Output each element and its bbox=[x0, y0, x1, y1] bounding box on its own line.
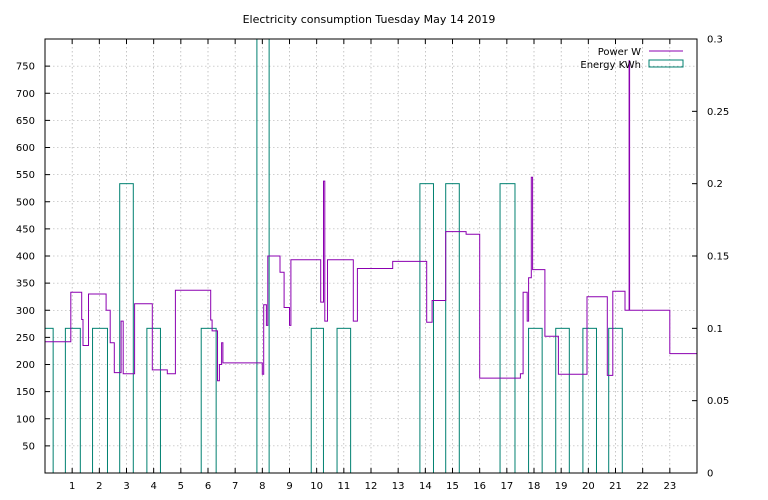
y-tick-label: 50 bbox=[22, 441, 35, 452]
y2-tick-label: 0.1 bbox=[707, 324, 723, 335]
x-tick-label: 23 bbox=[663, 481, 676, 492]
x-tick-label: 14 bbox=[419, 481, 432, 492]
x-tick-label: 3 bbox=[123, 481, 129, 492]
y2-tick-label: 0 bbox=[707, 469, 713, 480]
x-tick-label: 16 bbox=[473, 481, 486, 492]
x-tick-label: 4 bbox=[150, 481, 156, 492]
energy-bar bbox=[92, 327, 108, 474]
y-axis-right: 0 0.05 0.1 0.15 0.2 0.25 0.3 bbox=[692, 35, 729, 480]
y2-tick-label: 0.15 bbox=[707, 252, 729, 263]
x-axis: 1 2 3 4 5 6 7 8 9 10 11 12 13 14 15 16 17 18 19 20 21 22 23 bbox=[69, 39, 676, 492]
y-tick-label: 350 bbox=[16, 279, 35, 290]
energy-bar bbox=[528, 327, 543, 474]
x-tick-label: 11 bbox=[337, 481, 350, 492]
x-tick-label: 22 bbox=[636, 481, 649, 492]
y-tick-label: 400 bbox=[16, 252, 35, 263]
power-line-group bbox=[45, 60, 697, 382]
energy-bar bbox=[419, 183, 434, 474]
legend-swatch-energy bbox=[648, 59, 684, 68]
y2-tick-label: 0.05 bbox=[707, 396, 729, 407]
y-tick-label: 700 bbox=[16, 89, 35, 100]
y-tick-label: 100 bbox=[16, 414, 35, 425]
x-tick-label: 20 bbox=[582, 481, 595, 492]
y-tick-label: 650 bbox=[16, 116, 35, 127]
legend-label-power: Power W bbox=[598, 47, 641, 58]
y-tick-label: 150 bbox=[16, 387, 35, 398]
energy-bar bbox=[499, 183, 516, 474]
x-tick-label: 17 bbox=[500, 481, 513, 492]
y-tick-label: 600 bbox=[16, 143, 35, 154]
x-tick-label: 6 bbox=[205, 481, 211, 492]
y-tick-label: 550 bbox=[16, 170, 35, 181]
x-tick-label: 13 bbox=[392, 481, 405, 492]
x-tick-label: 2 bbox=[96, 481, 102, 492]
energy-bar bbox=[256, 38, 270, 474]
y-tick-label: 200 bbox=[16, 360, 35, 371]
x-tick-label: 8 bbox=[259, 481, 265, 492]
y-tick-label: 750 bbox=[16, 62, 35, 73]
energy-bar bbox=[200, 327, 217, 474]
x-tick-label: 1 bbox=[69, 481, 75, 492]
y-tick-label: 250 bbox=[16, 333, 35, 344]
y2-tick-label: 0.2 bbox=[707, 179, 723, 190]
x-tick-label: 18 bbox=[528, 481, 541, 492]
x-tick-label: 15 bbox=[446, 481, 459, 492]
x-tick-label: 5 bbox=[178, 481, 184, 492]
legend: Power W Energy KWh bbox=[580, 47, 684, 71]
y-tick-label: 500 bbox=[16, 197, 35, 208]
energy-bar bbox=[582, 327, 597, 474]
energy-bar bbox=[310, 327, 324, 474]
x-tick-label: 9 bbox=[286, 481, 292, 492]
legend-label-energy: Energy KWh bbox=[580, 60, 641, 71]
power-series-line bbox=[45, 60, 697, 382]
y2-tick-label: 0.3 bbox=[707, 35, 723, 46]
y-tick-label: 300 bbox=[16, 306, 35, 317]
x-tick-label: 7 bbox=[232, 481, 238, 492]
x-tick-label: 10 bbox=[310, 481, 323, 492]
y-tick-label: 450 bbox=[16, 224, 35, 235]
y2-tick-label: 0.25 bbox=[707, 107, 729, 118]
x-tick-label: 21 bbox=[609, 481, 622, 492]
chart-title: Electricity consumption Tuesday May 14 2… bbox=[243, 13, 496, 26]
energy-bar bbox=[44, 327, 54, 474]
y-axis-left: 50 100 150 200 250 300 350 400 450 500 550 600 650 70… bbox=[16, 62, 50, 452]
x-tick-label: 19 bbox=[555, 481, 568, 492]
energy-bar bbox=[64, 327, 81, 474]
energy-bar bbox=[555, 327, 570, 474]
x-tick-label: 12 bbox=[365, 481, 378, 492]
gridlines bbox=[45, 39, 697, 473]
